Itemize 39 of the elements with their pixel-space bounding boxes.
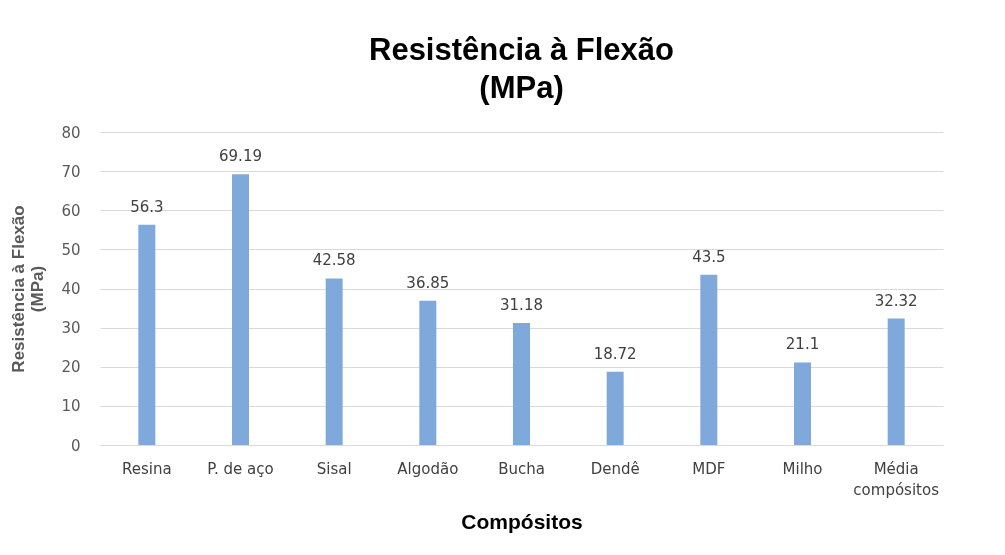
bar xyxy=(887,318,905,445)
data-label: 21.1 xyxy=(785,335,820,354)
bar xyxy=(700,274,718,445)
bar xyxy=(513,323,530,445)
bar xyxy=(325,278,343,445)
y-tick-label: 70 xyxy=(61,162,81,181)
data-label: 43.5 xyxy=(692,247,726,266)
x-tick-label: P. de aço xyxy=(207,459,274,478)
data-label: 31.18 xyxy=(500,296,543,315)
bar xyxy=(232,174,249,445)
data-label: 56.3 xyxy=(130,197,164,216)
bar xyxy=(794,362,811,445)
x-axis-title: Compósitos xyxy=(461,509,583,533)
y-tick-label: 50 xyxy=(61,240,81,259)
x-tick-label: MDF xyxy=(692,459,726,478)
y-tick-label: 80 xyxy=(61,123,81,142)
data-label: 32.32 xyxy=(874,291,918,310)
data-label: 18.72 xyxy=(593,344,637,363)
y-tick-label: 20 xyxy=(61,358,81,377)
y-tick-label: 40 xyxy=(61,280,81,298)
y-tick-label: 60 xyxy=(61,201,81,220)
x-tick-label: Bucha xyxy=(498,459,545,478)
bar xyxy=(419,300,437,445)
bar xyxy=(606,371,624,445)
y-tick-label: 30 xyxy=(61,319,81,338)
y-tick-label: 0 xyxy=(70,436,81,455)
data-label: 42.58 xyxy=(312,251,356,270)
x-tick-label: Dendê xyxy=(590,459,640,478)
data-label: 36.85 xyxy=(406,273,450,292)
x-tick-label: Média compósitos xyxy=(853,459,940,499)
x-tick-label: Milho xyxy=(782,459,823,478)
bar xyxy=(138,224,156,445)
data-label: 69.19 xyxy=(219,147,262,166)
x-tick-label: Sisal xyxy=(316,459,352,478)
chart-title: Resistência à Flexão (MPa) xyxy=(369,32,674,105)
y-tick-label: 10 xyxy=(61,397,81,416)
y-axis-title: Resistência à Flexão (MPa) xyxy=(9,205,48,373)
x-tick-label: Resina xyxy=(122,459,172,478)
x-tick-label: Algodão xyxy=(397,459,459,478)
